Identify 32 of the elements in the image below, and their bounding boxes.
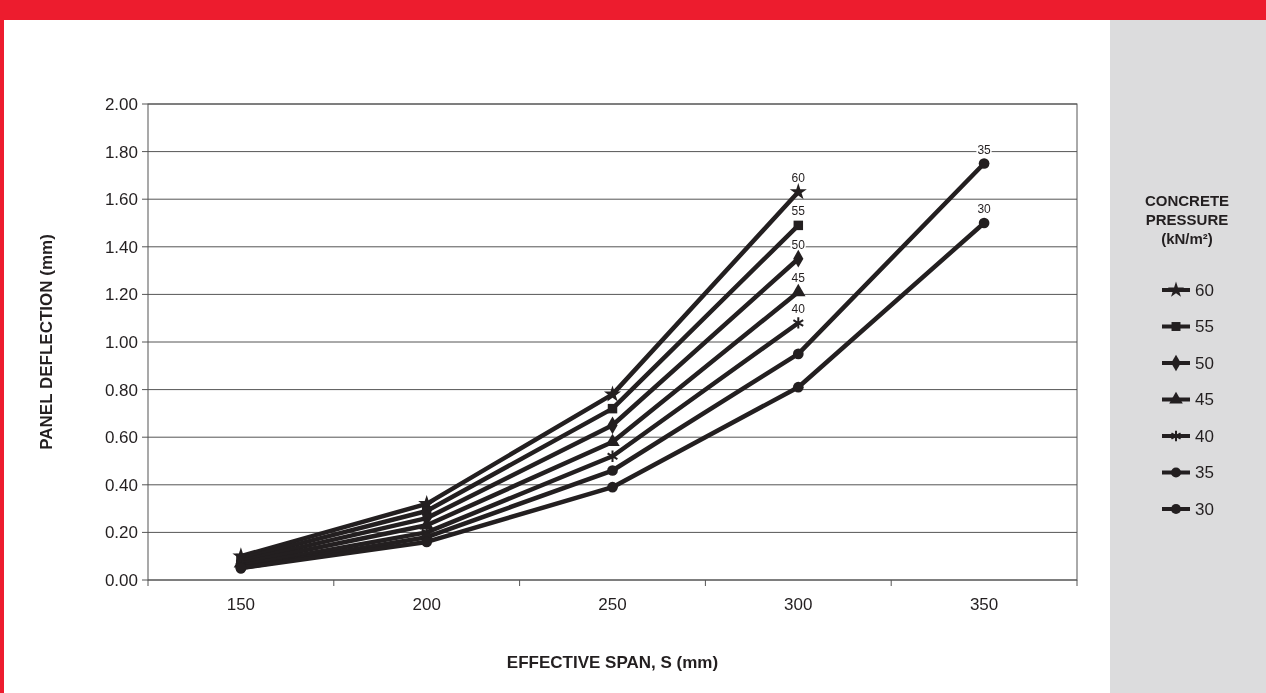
y-tick-label: 2.00 (104, 94, 138, 114)
legend-label: 35 (1195, 463, 1214, 483)
y-tick-label: 0.60 (104, 428, 138, 448)
text: 55 (791, 204, 805, 219)
y-tick-label: 1.80 (104, 142, 138, 162)
text: 40 (791, 301, 805, 316)
text: 60 (791, 171, 805, 186)
y-axis-title: PANEL DEFLECTION (mm) (37, 234, 56, 450)
x-axis-title: EFFECTIVE SPAN, S (mm) (506, 653, 719, 672)
y-tick-label: 1.40 (104, 237, 138, 257)
y-tick-label: 1.00 (104, 332, 138, 352)
x-tick-label: 350 (969, 595, 999, 614)
legend-label: 50 (1195, 353, 1214, 373)
y-tick-label: 0.00 (104, 570, 138, 590)
y-tick-label: 1.20 (104, 285, 138, 305)
x-tick-label: 250 (598, 595, 627, 614)
y-tick-label: 1.60 (104, 190, 138, 210)
x-tick-label: 200 (412, 595, 441, 614)
x-tick-label: 300 (784, 595, 813, 614)
text: 50 (791, 237, 805, 252)
y-tick-label: 0.20 (104, 523, 138, 543)
legend-label: 30 (1195, 499, 1214, 519)
legend-label: 40 (1195, 426, 1214, 446)
text: 45 (791, 271, 805, 286)
legend-title: CONCRETE PRESSURE (kN/m²) (1144, 192, 1230, 247)
y-tick-label: 0.80 (104, 380, 138, 400)
legend-label: 55 (1195, 317, 1214, 337)
text: 30 (977, 202, 991, 216)
x-tick-label: 150 (226, 595, 256, 614)
y-tick-label: 0.40 (104, 475, 138, 495)
legend-label: 60 (1195, 280, 1214, 300)
legend-label: 45 (1195, 390, 1214, 410)
